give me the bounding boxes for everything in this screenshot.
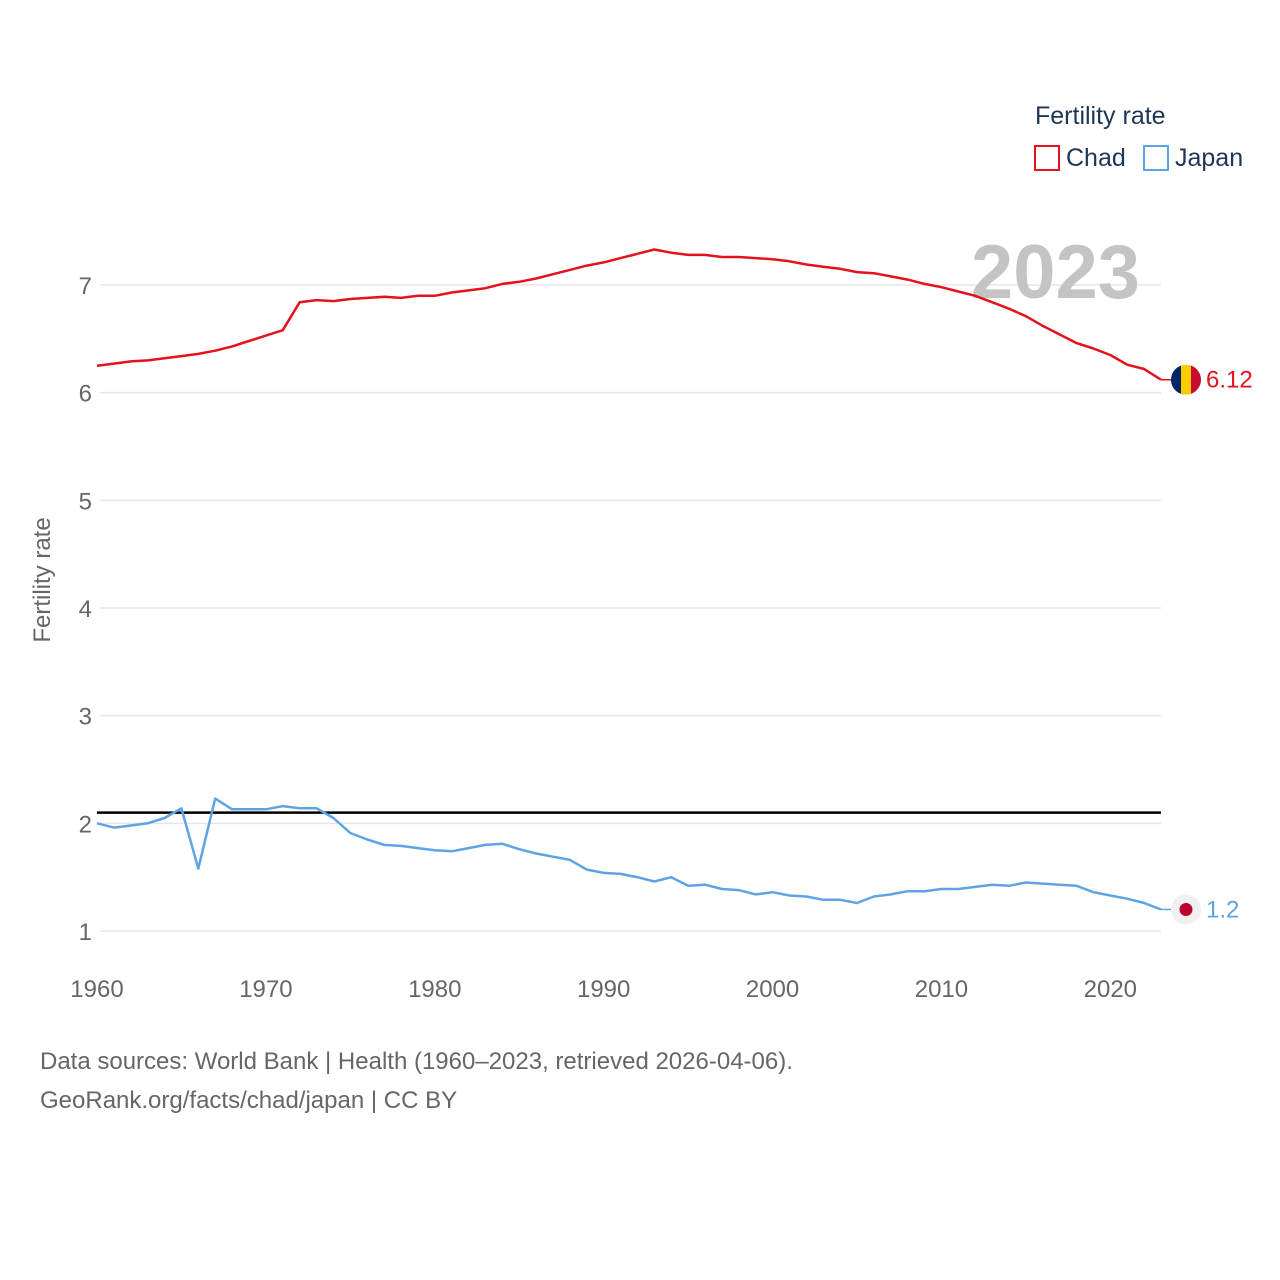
x-tick-label-2020: 2020	[1084, 976, 1137, 1003]
x-tick-label-1970: 1970	[239, 976, 292, 1003]
y-tick-label-5: 5	[79, 488, 92, 515]
end-value-label-chad: 6.12	[1206, 367, 1253, 394]
current-year-watermark: 2023	[971, 230, 1140, 315]
x-tick-label-1990: 1990	[577, 976, 630, 1003]
x-tick-label-1980: 1980	[408, 976, 461, 1003]
end-markers: 6.12 1.2	[1161, 364, 1253, 925]
series-lines	[96, 248, 1162, 911]
source-text: Data sources: World Bank | Health (1960–…	[40, 1048, 793, 1075]
x-tick-label-2010: 2010	[915, 976, 968, 1003]
end-value-label-japan: 1.2	[1206, 896, 1239, 923]
legend-swatch-japan	[1143, 145, 1169, 171]
series-line-japan[interactable]	[96, 797, 1162, 911]
legend-label-chad: Chad	[1066, 144, 1126, 172]
flag-chad-icon	[1171, 364, 1201, 395]
y-tick-label-6: 6	[79, 381, 92, 408]
grid-lines	[100, 284, 1161, 932]
legend-item-chad[interactable]: Chad	[1034, 144, 1126, 172]
legend-label-japan: Japan	[1175, 144, 1243, 172]
y-tick-label-2: 2	[79, 811, 92, 838]
y-axis-ticks: 1 2 3 4 5 6 7	[79, 273, 92, 946]
y-tick-label-4: 4	[79, 596, 92, 623]
source-link[interactable]: GeoRank.org/facts/chad/japan | CC BY	[40, 1087, 458, 1114]
series-line-chad[interactable]	[96, 248, 1162, 381]
legend-item-japan[interactable]: Japan	[1143, 144, 1243, 172]
y-tick-label-3: 3	[79, 704, 92, 731]
x-tick-label-1960: 1960	[70, 976, 123, 1003]
y-tick-label-1: 1	[79, 919, 92, 946]
y-axis-title: Fertility rate	[29, 517, 56, 642]
legend: Fertility rate Chad Japan	[1034, 102, 1243, 172]
legend-title: Fertility rate	[1035, 102, 1166, 130]
x-tick-label-2000: 2000	[746, 976, 799, 1003]
x-axis-ticks: 1960 1970 1980 1990 2000 2010 2020	[70, 976, 1137, 1003]
legend-swatch-chad	[1034, 145, 1060, 171]
flag-japan-icon	[1171, 894, 1201, 925]
data-source-footer: Data sources: World Bank | Health (1960–…	[40, 1042, 793, 1120]
y-tick-label-7: 7	[79, 273, 92, 300]
